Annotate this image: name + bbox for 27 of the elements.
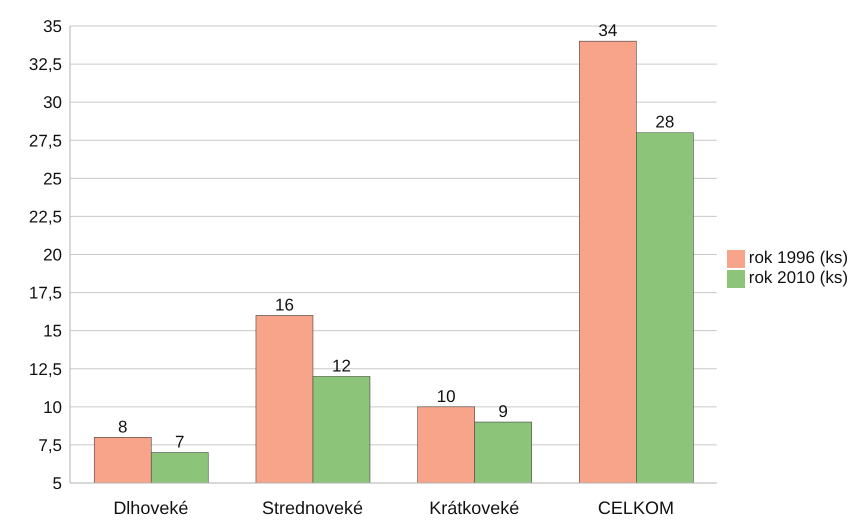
y-tick-label: 15 bbox=[43, 322, 62, 341]
legend-label: rok 1996 (ks) bbox=[748, 248, 848, 267]
y-tick-label: 20 bbox=[43, 246, 62, 265]
x-tick-label: Krátkoveké bbox=[429, 498, 520, 518]
data-label: 16 bbox=[274, 295, 294, 314]
y-tick-label: 27,5 bbox=[28, 131, 62, 150]
y-tick-label: 30 bbox=[43, 93, 62, 112]
y-tick-label: 10 bbox=[43, 398, 62, 417]
x-tick-label: Dlhoveké bbox=[113, 498, 188, 518]
y-tick-label: 32,5 bbox=[28, 55, 62, 74]
y-tick-label: 25 bbox=[43, 169, 62, 188]
data-label: 28 bbox=[655, 112, 674, 132]
y-tick-label: 35 bbox=[43, 17, 62, 36]
y-tick-label: 17,5 bbox=[28, 284, 62, 303]
data-label: 12 bbox=[332, 356, 351, 376]
x-tick-label: Strednoveké bbox=[262, 498, 364, 518]
data-label: 8 bbox=[118, 417, 128, 436]
y-tick-label: 12,5 bbox=[28, 360, 62, 379]
y-tick-label: 7,5 bbox=[38, 436, 62, 455]
y-tick-label: 5 bbox=[52, 474, 62, 494]
legend-label: rok 2010 (ks) bbox=[748, 268, 848, 287]
x-tick-label: CELKOM bbox=[598, 498, 674, 518]
data-label: 7 bbox=[175, 432, 184, 452]
data-label: 10 bbox=[436, 386, 456, 406]
data-label: 9 bbox=[498, 402, 508, 422]
data-label: 34 bbox=[598, 21, 618, 40]
y-tick-label: 22,5 bbox=[28, 207, 62, 226]
